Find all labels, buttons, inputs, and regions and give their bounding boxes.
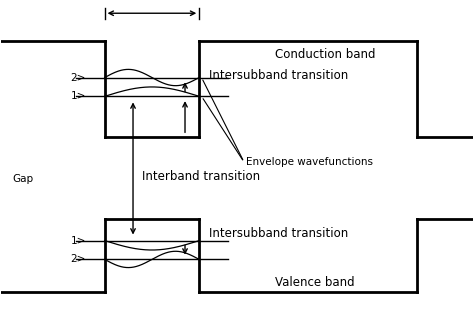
Text: Valence band: Valence band (275, 277, 355, 289)
Text: 2>: 2> (71, 255, 86, 264)
Text: Intersubband transition: Intersubband transition (209, 70, 348, 83)
Text: Conduction band: Conduction band (275, 48, 375, 60)
Text: 1>: 1> (71, 91, 86, 101)
Text: 2>: 2> (71, 72, 86, 83)
Text: Intersubband transition: Intersubband transition (209, 227, 348, 240)
Text: Envelope wavefunctions: Envelope wavefunctions (246, 157, 374, 167)
Text: Gap: Gap (12, 175, 34, 185)
Text: Interband transition: Interband transition (143, 170, 261, 183)
Text: 1>: 1> (71, 236, 86, 246)
